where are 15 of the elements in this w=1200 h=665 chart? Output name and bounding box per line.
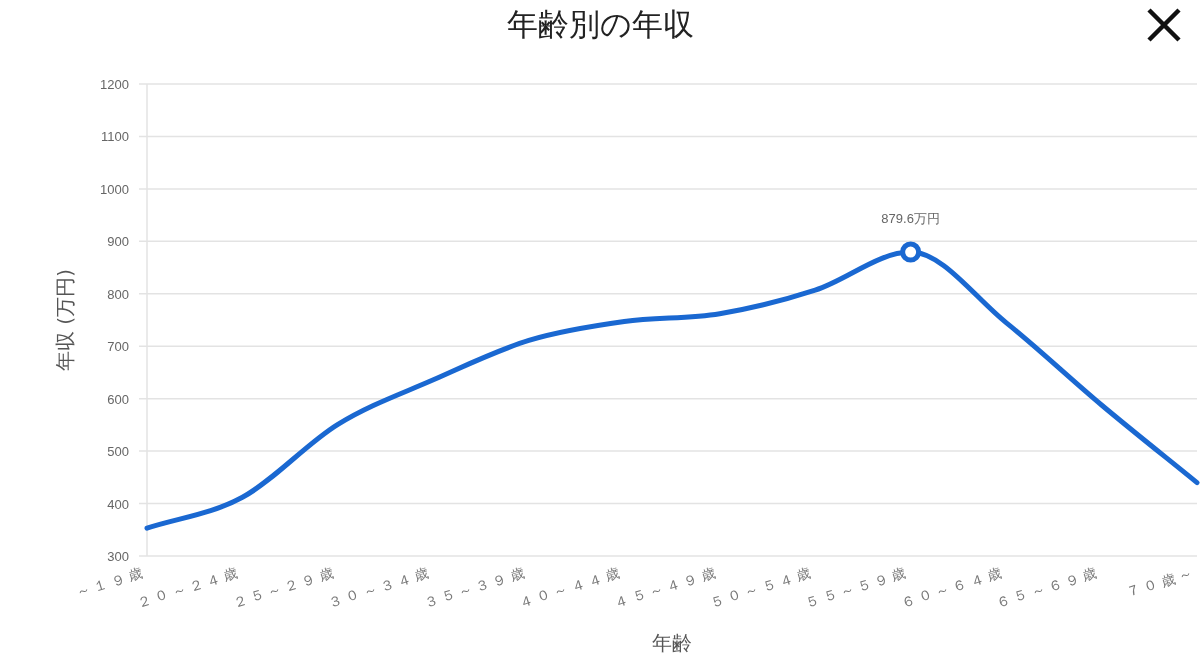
chart-title: 年齢別の年収 (506, 6, 694, 42)
y-tick-label: 800 (107, 286, 129, 302)
y-tick-label: 1000 (100, 181, 129, 197)
y-tick-label: 500 (107, 444, 129, 460)
y-axis-title: 年収 (万円) (53, 269, 77, 371)
x-tick-label: ７０歳～ (1124, 563, 1198, 600)
y-tick-label: 1200 (100, 77, 129, 92)
y-tick-label: 400 (107, 496, 129, 512)
y-tick-label: 900 (107, 234, 129, 250)
x-axis-title: 年齢 (652, 631, 692, 655)
y-tick-label: 300 (107, 549, 129, 564)
data-label: 879.6万円 (881, 211, 940, 227)
y-tick-label: 700 (107, 339, 129, 355)
y-tick-label: 600 (107, 391, 129, 407)
y-tick-label: 1100 (101, 129, 129, 145)
